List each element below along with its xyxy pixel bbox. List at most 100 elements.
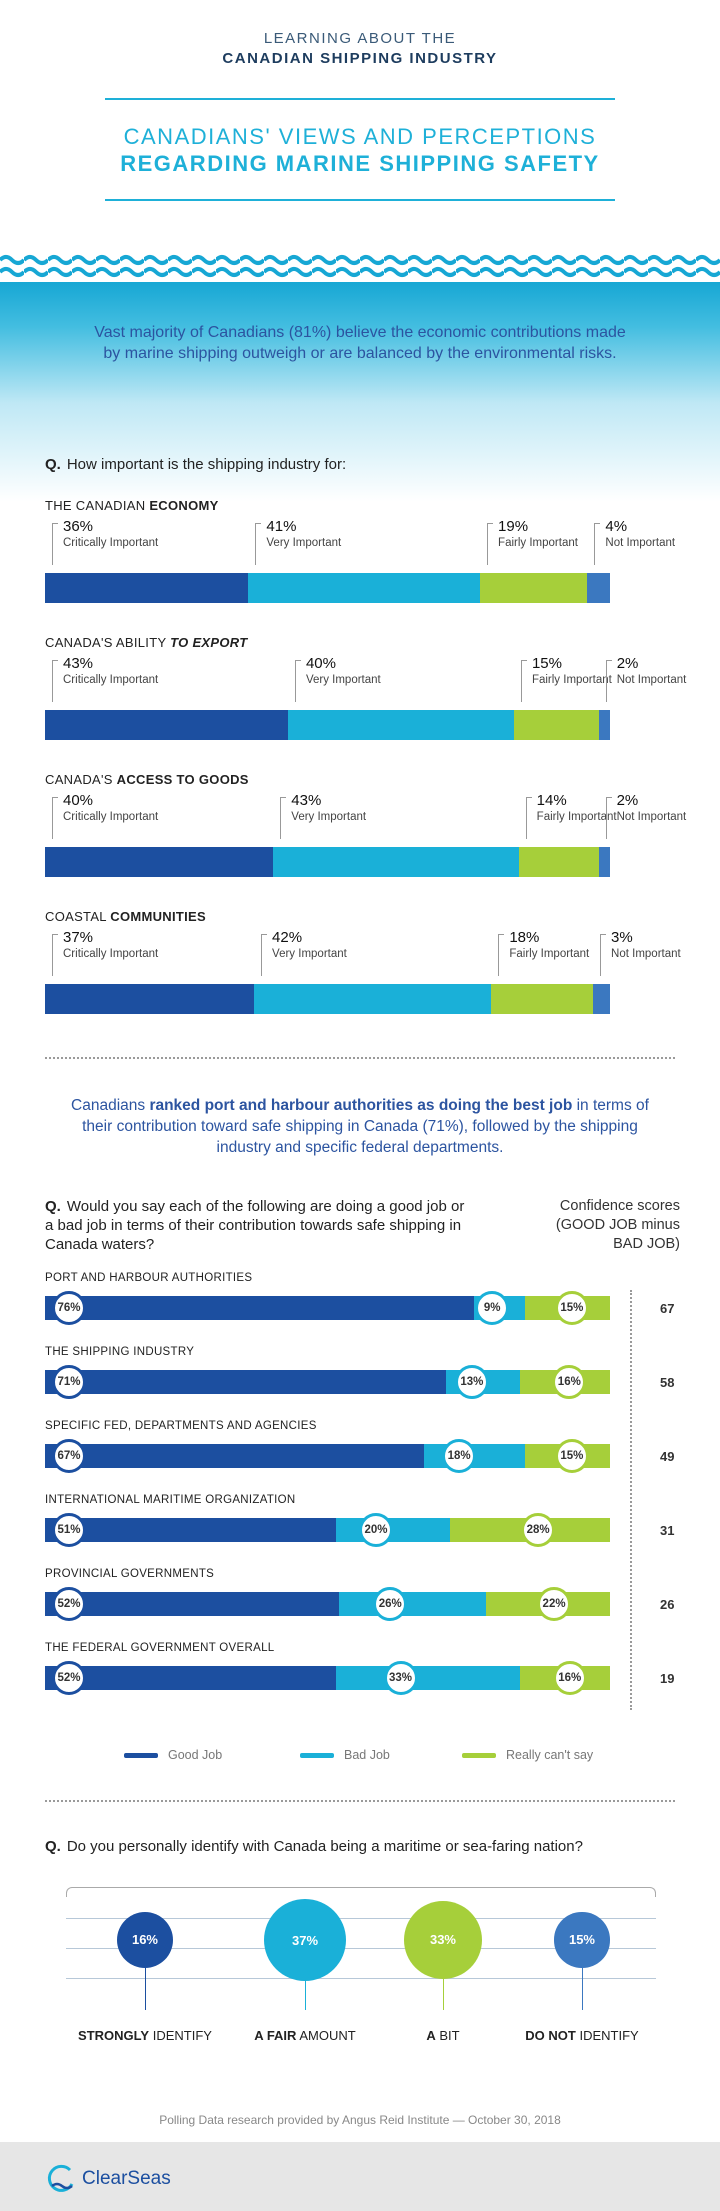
legend-bad-job: Bad Job [300, 1748, 390, 1762]
value-label: 14% [536, 792, 567, 809]
kicker-line-2: CANADIAN SHIPPING INDUSTRY [222, 50, 498, 67]
group-title-bold: TO EXPORT [170, 635, 248, 650]
section-divider-2 [45, 1800, 675, 1802]
bar-segment [513, 710, 599, 740]
label-tick-cap [605, 797, 612, 798]
bar-segment [45, 1592, 339, 1616]
category-label: Fairly Important [536, 811, 617, 823]
category-label: Critically Important [63, 674, 159, 686]
value-circle: 22% [537, 1587, 572, 1621]
group-title-bold: ACCESS TO GOODS [116, 772, 249, 787]
label-tick [294, 660, 296, 702]
bubble-label-bold: STRONGLY [78, 2028, 150, 2043]
bubble-stem [582, 1940, 583, 2010]
group-title-plain: CANADA'S [45, 772, 117, 787]
question-job: Q. Would you say each of the following ar… [45, 1197, 465, 1254]
label-tick-cap [600, 934, 607, 935]
value-circle: 18% [442, 1439, 477, 1473]
label-tick [52, 523, 53, 565]
confidence-score: 49 [660, 1449, 675, 1464]
mid-text-pre: Canadians [71, 1097, 150, 1114]
mid-text-bold: ranked port and harbour authorities as d… [149, 1097, 573, 1114]
value-label: 36% [63, 518, 94, 535]
question-text: How important is the shipping industry f… [66, 456, 347, 473]
identify-line-2 [66, 1948, 656, 1949]
org-label: PORT AND HARBOUR AUTHORITIES [45, 1272, 253, 1284]
value-label: 19% [498, 518, 529, 535]
label-tick-cap [280, 797, 287, 798]
bar-segment [598, 710, 610, 740]
bar-segment [587, 573, 610, 603]
bubble-label-rest: AMOUNT [299, 2028, 356, 2043]
kicker-line-1: LEARNING ABOUT THE [263, 30, 457, 47]
bar-segment [336, 1518, 451, 1542]
legend-swatch [462, 1752, 496, 1758]
value-circle: 9% [475, 1291, 510, 1325]
bubble-label-bold: DO NOT [525, 2028, 576, 2043]
category-label: Not Important [605, 537, 676, 549]
bubble-label: DO NOT IDENTIFY [512, 2028, 652, 2043]
bubble-label: A BIT [373, 2028, 513, 2043]
question-text: Would you say each of the following are … [45, 1198, 465, 1253]
value-circle: 71% [52, 1365, 86, 1399]
bar-segment [598, 847, 610, 877]
org-label: THE FEDERAL GOVERNMENT OVERALL [45, 1642, 275, 1654]
label-tick-cap [255, 523, 262, 524]
wave-gradient-band [0, 282, 720, 502]
bubble-label-bold: A FAIR [254, 2028, 297, 2043]
question-text: Do you personally identify with Canada b… [66, 1838, 583, 1855]
value-label: 18% [509, 929, 540, 946]
category-label: Fairly Important [509, 948, 590, 960]
value-circle: 15% [554, 1291, 589, 1325]
bar-segment [45, 1296, 475, 1320]
confidence-score: 67 [660, 1301, 675, 1316]
logo-band: ClearSeas [0, 2142, 720, 2211]
label-tick [52, 660, 53, 702]
category-label: Critically Important [63, 948, 159, 960]
value-label: 40% [63, 792, 94, 809]
bar-segment [287, 710, 514, 740]
bar-segment [248, 573, 481, 603]
group-title: CANADA'S ACCESS TO GOODS [45, 772, 249, 787]
label-tick [525, 797, 527, 839]
label-tick-cap [52, 797, 58, 798]
label-tick [487, 523, 489, 565]
label-tick [520, 660, 522, 702]
logo-text: ClearSeas [82, 2168, 171, 2189]
label-tick-cap [525, 797, 532, 798]
confidence-score: 26 [660, 1597, 675, 1612]
org-label: PROVINCIAL GOVERNMENTS [45, 1568, 215, 1580]
group-title-plain: CANADA'S ABILITY [45, 635, 171, 650]
label-tick [52, 797, 53, 839]
value-label: 4% [605, 518, 628, 535]
bubble-stem [145, 1940, 146, 2010]
score-divider [630, 1290, 632, 1710]
legend-swatch [300, 1752, 334, 1758]
legend-label: Good Job [168, 1748, 223, 1762]
clearseas-logo: ClearSeas [46, 2164, 171, 2194]
category-label: Very Important [305, 674, 381, 686]
category-label: Critically Important [63, 811, 159, 823]
section-divider-1 [45, 1057, 675, 1059]
label-tick-cap [261, 934, 268, 935]
question-importance: Q. How important is the shipping industry… [45, 456, 346, 473]
group-title-bold: COMMUNITIES [110, 909, 206, 924]
bar-segment [338, 1592, 486, 1616]
mid-summary-text: Canadians ranked port and harbour author… [60, 1095, 660, 1158]
bubble: 37% [264, 1899, 346, 1981]
label-tick [280, 797, 282, 839]
bar-segment [593, 984, 610, 1014]
value-label: 43% [63, 655, 94, 672]
bar-segment [45, 1518, 337, 1542]
group-title-bold: ECONOMY [149, 498, 219, 513]
value-circle: 76% [52, 1291, 86, 1325]
bar-segment [45, 984, 255, 1014]
question-prefix: Q. [45, 1198, 61, 1215]
label-tick-cap [487, 523, 494, 524]
label-tick-cap [498, 934, 505, 935]
value-circle: 16% [552, 1365, 587, 1399]
value-circle: 20% [359, 1513, 393, 1547]
label-tick [261, 934, 263, 976]
identify-line-3 [66, 1978, 656, 1979]
legend-label: Bad Job [344, 1748, 390, 1762]
